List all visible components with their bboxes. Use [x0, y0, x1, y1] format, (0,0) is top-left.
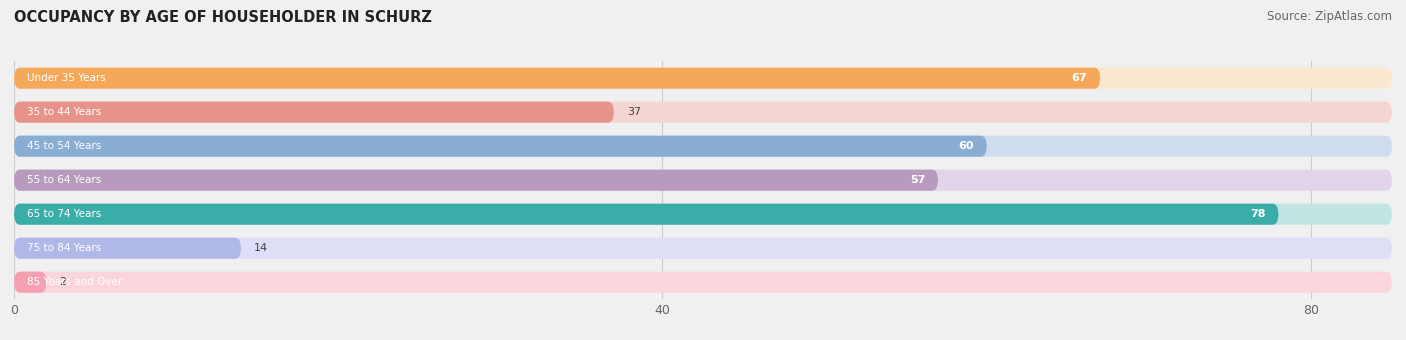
FancyBboxPatch shape	[14, 272, 1392, 293]
Text: 60: 60	[959, 141, 974, 151]
FancyBboxPatch shape	[14, 170, 938, 191]
FancyBboxPatch shape	[14, 204, 1278, 225]
Text: 67: 67	[1071, 73, 1087, 83]
FancyBboxPatch shape	[14, 68, 1392, 89]
Text: 78: 78	[1250, 209, 1265, 219]
FancyBboxPatch shape	[14, 136, 987, 157]
Text: 85 Years and Over: 85 Years and Over	[27, 277, 122, 287]
Text: 75 to 84 Years: 75 to 84 Years	[27, 243, 101, 253]
Text: Source: ZipAtlas.com: Source: ZipAtlas.com	[1267, 10, 1392, 23]
Text: 57: 57	[910, 175, 925, 185]
Text: 55 to 64 Years: 55 to 64 Years	[27, 175, 101, 185]
FancyBboxPatch shape	[14, 102, 614, 123]
Text: Under 35 Years: Under 35 Years	[27, 73, 105, 83]
Text: OCCUPANCY BY AGE OF HOUSEHOLDER IN SCHURZ: OCCUPANCY BY AGE OF HOUSEHOLDER IN SCHUR…	[14, 10, 432, 25]
FancyBboxPatch shape	[14, 170, 1392, 191]
Text: 2: 2	[59, 277, 66, 287]
Text: 37: 37	[627, 107, 641, 117]
FancyBboxPatch shape	[14, 238, 240, 259]
FancyBboxPatch shape	[14, 68, 1099, 89]
FancyBboxPatch shape	[14, 204, 1392, 225]
Text: 35 to 44 Years: 35 to 44 Years	[27, 107, 101, 117]
FancyBboxPatch shape	[14, 272, 46, 293]
Text: 65 to 74 Years: 65 to 74 Years	[27, 209, 101, 219]
Text: 45 to 54 Years: 45 to 54 Years	[27, 141, 101, 151]
FancyBboxPatch shape	[14, 136, 1392, 157]
FancyBboxPatch shape	[14, 102, 1392, 123]
Text: 14: 14	[254, 243, 269, 253]
FancyBboxPatch shape	[14, 238, 1392, 259]
